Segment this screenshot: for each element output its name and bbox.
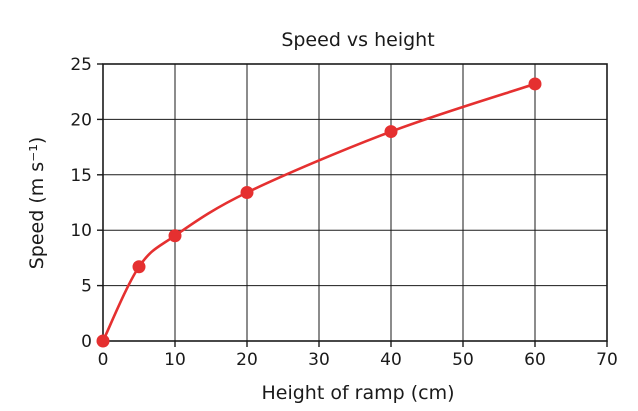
plot-frame (102, 63, 608, 342)
y-tick-label-4: 20 (70, 110, 92, 130)
x-tick-label-6: 60 (524, 350, 546, 370)
chart-title: Speed vs height (281, 29, 434, 51)
y-tick-label-1: 5 (81, 277, 92, 297)
x-tick-label-7: 70 (596, 350, 618, 370)
data-point-2 (168, 229, 182, 243)
axis-ticks: 0 10 20 30 40 50 60 70 0 5 10 15 20 25 (70, 55, 617, 370)
data-point-1 (132, 260, 146, 274)
x-tick-label-4: 40 (380, 350, 402, 370)
y-tick-label-5: 25 (70, 55, 92, 75)
y-tick-label-3: 15 (70, 166, 92, 186)
x-tick-label-0: 0 (98, 350, 109, 370)
x-tick-label-3: 30 (308, 350, 330, 370)
data-point-3 (240, 186, 254, 200)
data-point-4 (384, 125, 398, 139)
y-axis-label: Speed (m s⁻¹) (26, 137, 48, 270)
grid (102, 63, 608, 342)
x-tick-label-2: 20 (236, 350, 258, 370)
data-points (96, 77, 542, 348)
y-tick-label-0: 0 (81, 332, 92, 352)
x-tick-label-1: 10 (164, 350, 186, 370)
data-point-5 (528, 77, 542, 91)
y-tick-label-2: 10 (70, 221, 92, 241)
x-axis-label: Height of ramp (cm) (261, 382, 454, 404)
data-point-0 (96, 334, 110, 348)
x-tick-label-5: 50 (452, 350, 474, 370)
